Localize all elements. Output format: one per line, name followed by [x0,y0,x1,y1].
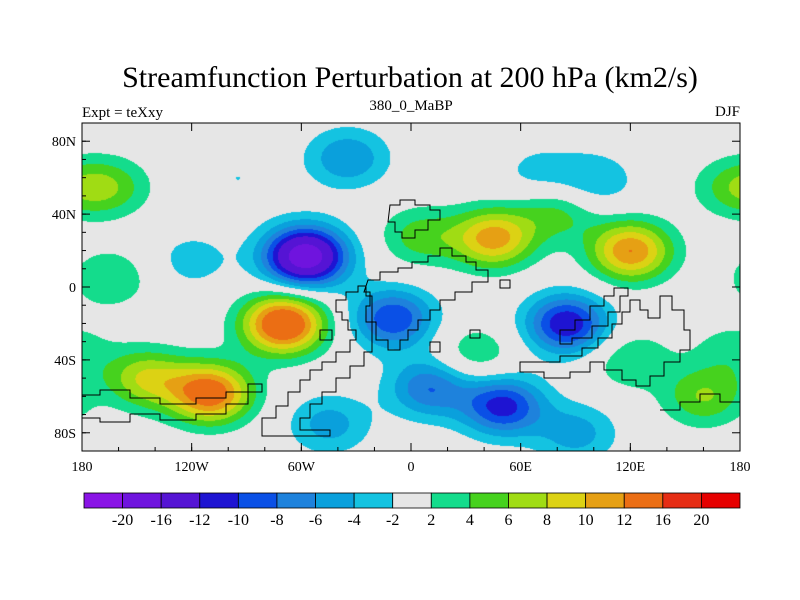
colorbar-swatch [469,492,509,509]
colorbar-label: -12 [189,512,210,529]
colorbar-swatch [585,492,625,509]
colorbar-label: 20 [693,512,709,529]
colorbar-label: 4 [466,512,474,529]
y-tick-label: 40N [52,208,76,223]
y-tick-label: 0 [69,281,76,296]
colorbar-label: -6 [309,512,322,529]
y-tick-label: 40S [54,354,76,369]
colorbar-label: 6 [504,512,512,529]
colorbar-swatch [83,492,123,509]
colorbar-swatch [237,492,278,509]
colorbar-swatch [276,492,316,509]
colorbar: -20 -16 -12 -10 -8 -6 -4 -2 2 4 6 8 10 12 16 20 [83,492,741,529]
colorbar-swatch [392,492,432,509]
x-tick-label: 60W [288,460,316,475]
x-tick-label: 180 [72,460,93,475]
colorbar-swatch [623,492,664,509]
y-axis: 80N 40N 0 40S 80S [52,135,740,442]
x-tick-label: 0 [408,460,415,475]
colorbar-swatch [122,492,162,509]
colorbar-label: -20 [112,512,133,529]
x-tick-label: 180 [730,460,751,475]
colorbar-label: 8 [543,512,551,529]
subtitle-right: DJF [715,104,740,120]
colorbar-label: 10 [578,512,594,529]
y-tick-label: 80N [52,135,76,150]
colorbar-label: -4 [347,512,360,529]
colorbar-swatch [315,492,355,509]
x-tick-label: 120E [616,460,646,475]
x-tick-label: 120W [175,460,210,475]
x-axis: 180 120W 60W 0 60E 120E 180 [72,123,751,475]
y-tick-label: 80S [54,427,76,442]
colorbar-label: 12 [616,512,632,529]
colorbar-swatch [701,492,741,509]
colorbar-label: -2 [386,512,399,529]
colorbar-label: -16 [151,512,172,529]
coastline [82,199,740,437]
plot-area [81,122,741,452]
colorbar-label: -10 [228,512,249,529]
colorbar-swatch [160,492,201,509]
colorbar-label: 2 [427,512,435,529]
colorbar-swatch [508,492,548,509]
colorbar-swatch [430,492,471,509]
colorbar-swatch [662,492,702,509]
chart-title: Streamfunction Perturbation at 200 hPa (… [122,61,698,94]
x-tick-label: 60E [509,460,532,475]
colorbar-label: 16 [655,512,671,529]
colorbar-label: -8 [270,512,283,529]
subtitle-left: Expt = teXxy [82,105,163,121]
colorbar-swatch [546,492,587,509]
subtitle-center: 380_0_MaBP [369,98,452,114]
colorbar-swatch [353,492,394,509]
colorbar-swatch [199,492,239,509]
streamfunction-field [82,123,740,451]
